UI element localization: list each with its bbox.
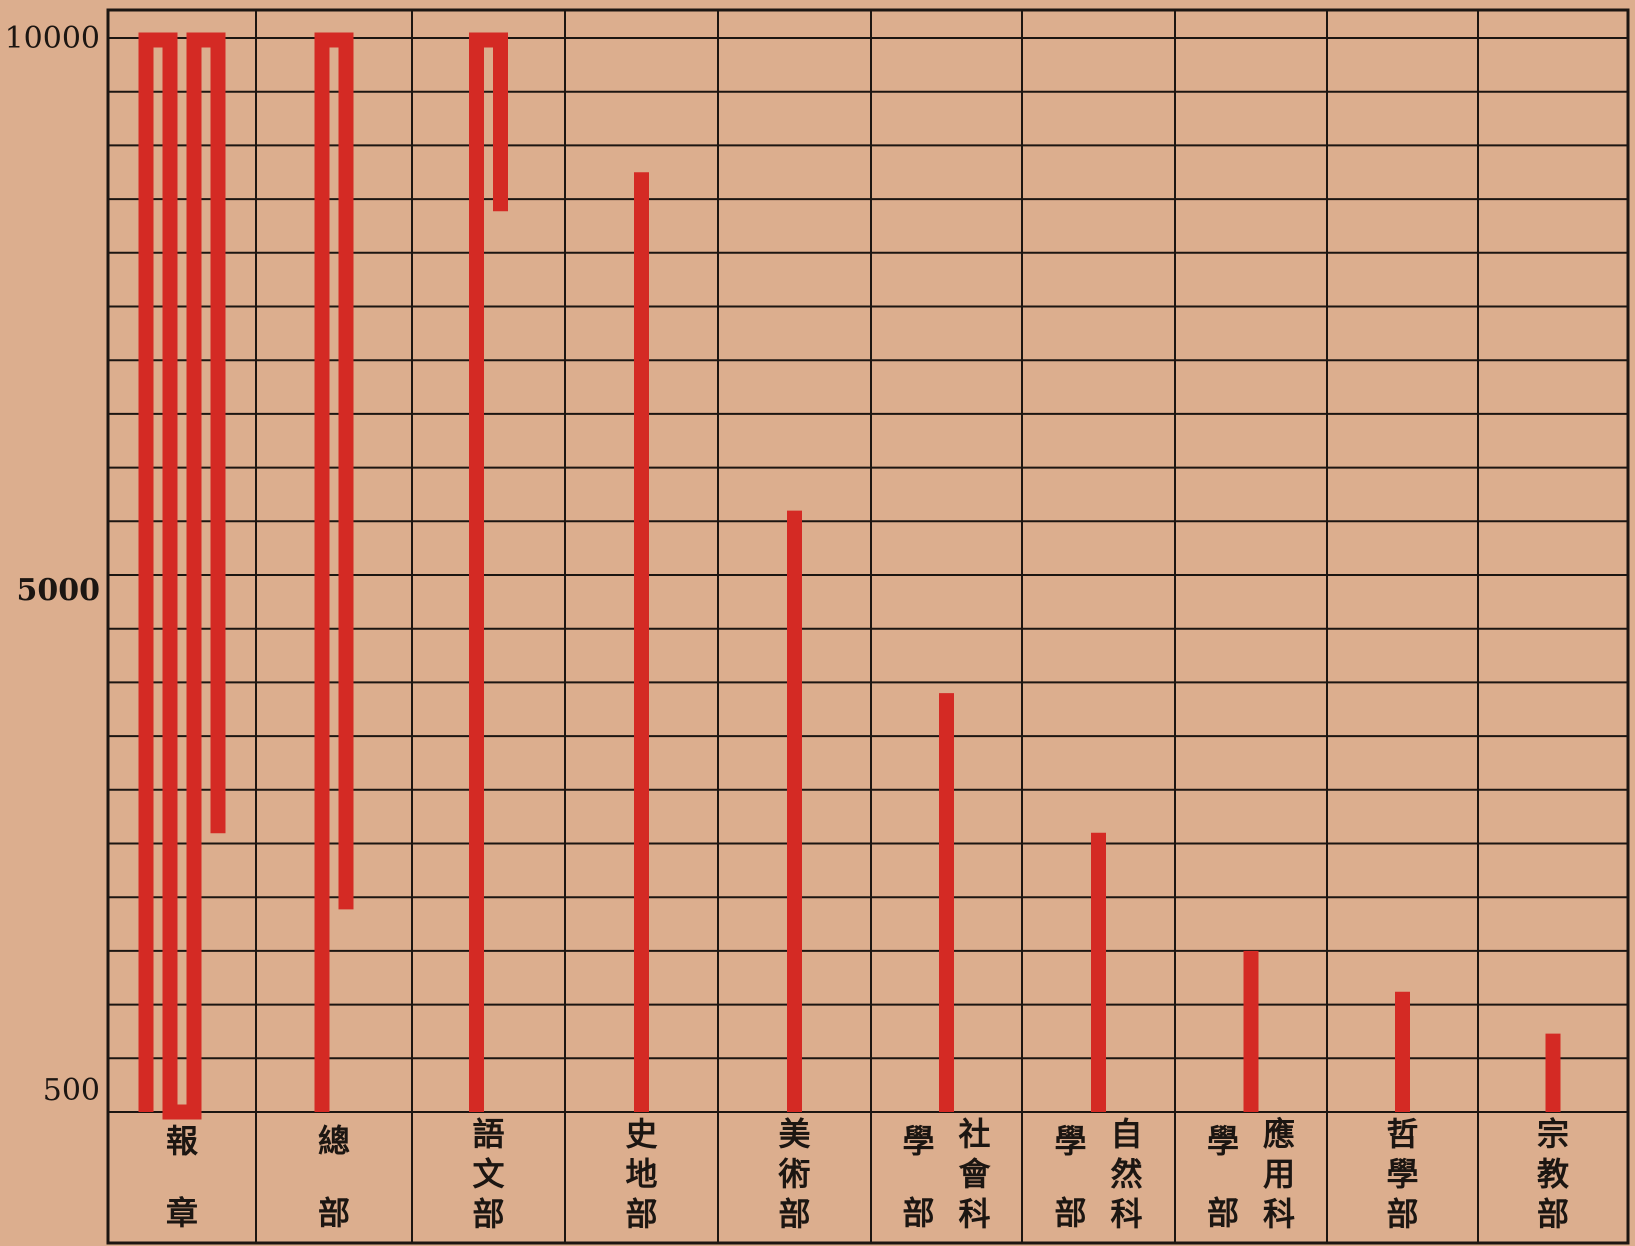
category-label-char: 部 — [1386, 1195, 1418, 1233]
category-label-char: 哲 — [1386, 1115, 1418, 1153]
category-label-char: 部 — [1537, 1195, 1569, 1233]
category-label-char: 章 — [166, 1194, 198, 1232]
category-label-char: 社 — [958, 1115, 990, 1153]
category-label-char: 學 — [1054, 1122, 1086, 1160]
category-label-char: 術 — [777, 1155, 810, 1193]
category-label-char: 應 — [1263, 1115, 1295, 1153]
category-label-char: 語 — [472, 1115, 504, 1153]
category-label-char: 學 — [1386, 1155, 1418, 1193]
category-label-char: 文 — [472, 1155, 504, 1193]
y-tick-label-5000: 5000 — [17, 573, 101, 608]
category-label-4: 史地部 — [625, 1115, 657, 1233]
category-label-char: 學 — [902, 1122, 934, 1160]
category-label-char: 部 — [778, 1195, 810, 1233]
category-label-char: 地 — [625, 1155, 657, 1193]
category-label-char: 部 — [625, 1195, 657, 1233]
category-label-char: 科 — [958, 1195, 990, 1233]
category-label-char: 美 — [778, 1115, 810, 1153]
category-label-3: 語文部 — [472, 1115, 504, 1233]
category-label-char: 自 — [1110, 1115, 1142, 1153]
grid-lines — [106, 8, 1630, 1245]
category-label-char: 史 — [625, 1115, 657, 1153]
bars — [138, 32, 1561, 1120]
category-label-char: 報 — [166, 1122, 198, 1160]
category-label-char: 總 — [318, 1122, 350, 1160]
category-label-9: 哲學部 — [1386, 1115, 1418, 1233]
category-label-char: 部 — [318, 1194, 350, 1232]
category-label-2: 總部 — [318, 1122, 350, 1232]
y-tick-label-500: 500 — [43, 1073, 100, 1108]
y-axis-ticks: 10000 5000 500 — [5, 21, 100, 1108]
category-label-char: 然 — [1110, 1155, 1142, 1193]
plot-frame — [106, 8, 1630, 1245]
category-label-char: 部 — [472, 1195, 504, 1233]
category-label-char: 部 — [902, 1194, 934, 1232]
y-tick-label-10000: 10000 — [5, 21, 100, 56]
bar-3 — [469, 32, 508, 1112]
category-label-char: 教 — [1537, 1155, 1569, 1193]
category-label-10: 宗教部 — [1537, 1115, 1569, 1233]
category-label-5: 美術部 — [777, 1115, 810, 1233]
bar-2 — [314, 32, 354, 1112]
bar-1 — [138, 32, 226, 1120]
category-label-char: 宗 — [1537, 1115, 1569, 1153]
category-label-1: 報章 — [166, 1122, 198, 1232]
category-label-char: 科 — [1110, 1195, 1142, 1233]
category-label-char: 科 — [1263, 1195, 1295, 1233]
category-label-char: 部 — [1207, 1194, 1239, 1232]
category-label-char: 學 — [1207, 1122, 1239, 1160]
category-label-char: 會 — [958, 1155, 991, 1193]
category-label-char: 部 — [1054, 1194, 1086, 1232]
category-label-char: 用 — [1263, 1155, 1295, 1193]
